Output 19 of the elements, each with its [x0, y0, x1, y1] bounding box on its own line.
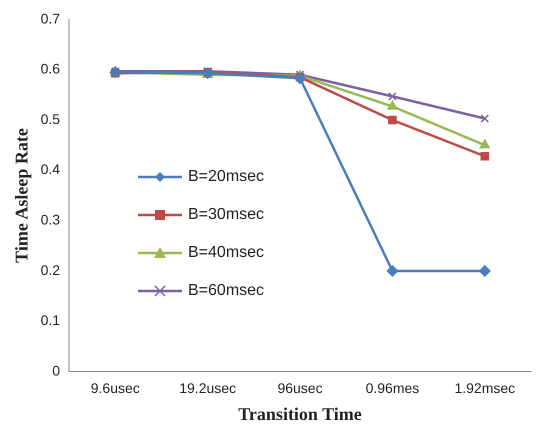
y-tick-label: 0.3 — [40, 212, 60, 228]
x-tick-label: 96usec — [277, 380, 323, 396]
x-tick-label: 1.92msec — [454, 380, 516, 396]
x-tick-label: 0.96mes — [366, 380, 420, 396]
y-tick-label: 0.2 — [40, 262, 60, 278]
y-tick-label: 0.5 — [40, 110, 60, 127]
legend-label: B=30msec — [188, 206, 264, 224]
y-tick-label: 0.1 — [40, 312, 60, 328]
x-axis-title: Transition Time — [238, 404, 362, 424]
legend-label: B=40msec — [188, 244, 264, 262]
legend-label: B=60msec — [188, 282, 264, 300]
y-tick-label: 0 — [52, 362, 60, 378]
legend-label: B=20msec — [188, 168, 264, 186]
y-tick-label: 0.4 — [40, 161, 60, 178]
y-axis-title: Time Asleep Rate — [11, 128, 32, 263]
y-tick-label: 0.7 — [40, 10, 60, 26]
y-tick-label: 0.6 — [40, 60, 60, 77]
x-tick-label: 19.2usec — [179, 380, 236, 396]
x-tick-label: 9.6usec — [90, 380, 140, 396]
